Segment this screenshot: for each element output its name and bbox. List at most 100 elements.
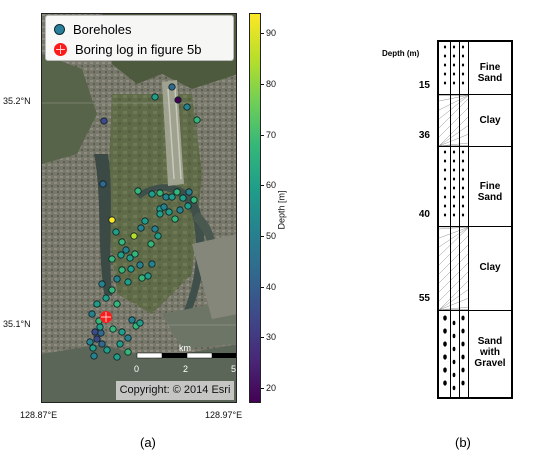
layer-boundary-55 — [439, 310, 511, 311]
borehole-marker[interactable] — [136, 319, 144, 327]
borehole-marker[interactable] — [148, 190, 156, 198]
borehole-marker[interactable] — [96, 323, 104, 331]
colorbar-tick-label: 40 — [266, 281, 277, 292]
borehole-marker[interactable] — [116, 340, 124, 348]
borehole-marker[interactable] — [102, 294, 110, 302]
borehole-marker[interactable] — [99, 180, 107, 188]
borehole-marker[interactable] — [154, 232, 162, 240]
layer-boundary-36 — [439, 146, 511, 147]
colorbar-tick-label: 20 — [266, 382, 277, 393]
scale-bar-tick-0: 0 — [134, 364, 140, 374]
borehole-marker[interactable] — [103, 346, 111, 354]
colorbar-tick-label: 90 — [266, 28, 277, 39]
borehole-marker[interactable] — [151, 93, 159, 101]
borehole-marker[interactable] — [91, 328, 99, 336]
borehole-marker[interactable] — [117, 251, 125, 259]
borehole-marker[interactable] — [126, 254, 134, 262]
borehole-marker[interactable] — [109, 325, 117, 333]
borehole-marker[interactable] — [100, 117, 108, 125]
borehole-marker[interactable] — [88, 310, 96, 318]
borehole-marker[interactable] — [98, 340, 106, 348]
colorbar-tickmark — [261, 33, 264, 35]
borehole-marker[interactable] — [136, 261, 144, 269]
borehole-marker[interactable] — [176, 206, 184, 214]
map-copyright: Copyright: © 2014 Esri — [116, 381, 234, 400]
longitude-label-128-97: 128.97°E — [205, 410, 243, 420]
scale-bar-tick-2: 2 — [183, 364, 189, 374]
borehole-marker[interactable] — [131, 250, 139, 258]
legend-item-boreholes: Boreholes — [54, 20, 132, 38]
borehole-marker[interactable] — [113, 353, 121, 361]
layer-boundary-15 — [439, 94, 511, 95]
borehole-marker[interactable] — [184, 202, 192, 210]
satellite-imagery — [42, 14, 236, 402]
fine-sand-pattern-1 — [443, 45, 465, 85]
borehole-marker[interactable] — [179, 194, 187, 202]
borehole-marker[interactable] — [185, 188, 193, 196]
borehole-markers — [86, 83, 201, 361]
borehole-marker[interactable] — [128, 316, 136, 324]
borehole-marker[interactable] — [151, 225, 159, 233]
borehole-marker[interactable] — [93, 300, 101, 308]
borehole-marker[interactable] — [108, 216, 116, 224]
borehole-marker[interactable] — [90, 352, 98, 360]
colorbar-tickmark — [261, 286, 264, 288]
borehole-marker[interactable] — [141, 217, 149, 225]
borehole-marker[interactable] — [124, 348, 132, 356]
borehole-marker-icon — [54, 23, 65, 35]
layer-boundary-40 — [439, 226, 511, 227]
boring-log: Fine Sand Clay Fine Sand Clay Sand with Gr… — [437, 40, 513, 399]
borehole-marker[interactable] — [108, 286, 116, 294]
soil-pattern-column — [439, 45, 469, 391]
log-column-divider-2 — [459, 42, 460, 397]
borehole-marker[interactable] — [127, 265, 135, 273]
borehole-marker[interactable] — [168, 193, 176, 201]
borehole-marker[interactable] — [134, 187, 142, 195]
borehole-marker[interactable] — [160, 203, 168, 211]
map-legend: Boreholes Boring log in figure 5b — [45, 15, 234, 61]
borehole-marker[interactable] — [190, 196, 198, 204]
satellite-map[interactable] — [41, 13, 237, 403]
borehole-marker[interactable] — [118, 238, 126, 246]
borehole-marker[interactable] — [118, 328, 126, 336]
borehole-marker[interactable] — [98, 280, 106, 288]
colorbar-tickmark — [261, 185, 264, 187]
scale-bar-unit: km — [179, 343, 191, 353]
borehole-marker[interactable] — [124, 334, 132, 342]
colorbar-tick-label: 50 — [266, 230, 277, 241]
boring-log-marker[interactable] — [100, 311, 112, 323]
latitude-label-35-1: 35.1°N — [3, 319, 31, 329]
gravel-pattern — [443, 315, 465, 391]
borehole-marker[interactable] — [171, 215, 179, 223]
borehole-marker[interactable] — [86, 338, 94, 346]
borehole-marker[interactable] — [156, 189, 164, 197]
borehole-marker[interactable] — [97, 329, 105, 337]
borehole-marker[interactable] — [162, 193, 170, 201]
borehole-marker[interactable] — [93, 335, 101, 343]
colorbar-tickmark — [261, 235, 264, 237]
borehole-marker[interactable] — [148, 260, 156, 268]
borehole-marker[interactable] — [112, 228, 120, 236]
borehole-marker[interactable] — [89, 344, 97, 352]
borehole-marker[interactable] — [156, 210, 164, 218]
borehole-marker[interactable] — [122, 246, 130, 254]
borehole-marker[interactable] — [147, 240, 155, 248]
depth-header: Depth (m) — [382, 49, 420, 58]
borehole-marker[interactable] — [144, 272, 152, 280]
borehole-marker[interactable] — [137, 224, 145, 232]
log-column-divider-3 — [468, 42, 469, 397]
borehole-marker[interactable] — [173, 188, 181, 196]
borehole-marker[interactable] — [138, 274, 146, 282]
borehole-marker[interactable] — [168, 83, 176, 91]
clay-pattern-2 — [439, 226, 469, 311]
borehole-marker[interactable] — [124, 278, 132, 286]
borehole-marker[interactable] — [108, 255, 116, 263]
borehole-marker[interactable] — [193, 116, 201, 124]
borehole-marker[interactable] — [113, 275, 121, 283]
borehole-marker[interactable] — [118, 266, 126, 274]
borehole-marker[interactable] — [113, 300, 121, 308]
borehole-marker[interactable] — [130, 232, 138, 240]
borehole-marker[interactable] — [165, 208, 173, 216]
borehole-marker[interactable] — [174, 96, 182, 104]
borehole-marker[interactable] — [183, 103, 191, 111]
